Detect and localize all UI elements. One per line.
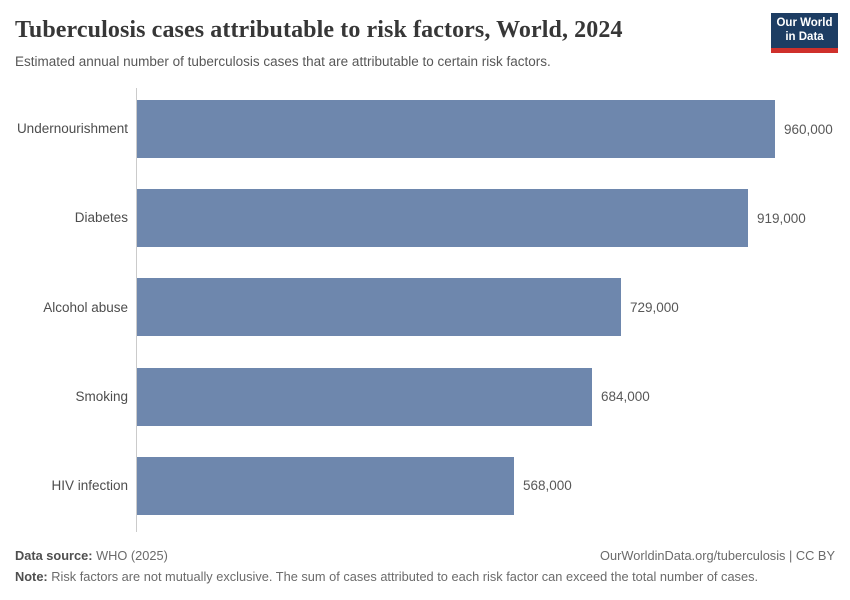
bar[interactable] <box>137 367 592 426</box>
bar[interactable] <box>137 456 514 515</box>
owid-logo-line1: Our World <box>776 17 833 30</box>
chart-header: Tuberculosis cases attributable to risk … <box>0 0 850 90</box>
bar[interactable] <box>137 278 621 337</box>
chart-footer: Data source: WHO (2025) OurWorldinData.o… <box>15 546 835 586</box>
bar-row: Undernourishment 960,000 <box>0 100 850 158</box>
attribution-link[interactable]: OurWorldinData.org/tuberculosis | CC BY <box>600 547 835 563</box>
title-block: Tuberculosis cases attributable to risk … <box>15 16 755 70</box>
value-label: 960,000 <box>784 121 833 137</box>
y-axis-line <box>136 88 137 532</box>
category-label: Smoking <box>75 388 128 404</box>
bar-chart-plot: Undernourishment 960,000 Diabetes 919,000 Al… <box>0 88 850 532</box>
category-label: Alcohol abuse <box>43 299 128 315</box>
owid-logo[interactable]: Our World in Data <box>771 13 838 53</box>
category-label: Undernourishment <box>16 121 128 137</box>
chart-title: Tuberculosis cases attributable to risk … <box>15 17 623 43</box>
bar-row: Diabetes 919,000 <box>0 189 850 248</box>
data-source-value: WHO (2025) <box>92 547 168 563</box>
note-value: Risk factors are not mutually exclusive.… <box>47 568 759 584</box>
owid-logo-line2: in Data <box>785 30 824 43</box>
category-label: Diabetes <box>74 210 128 226</box>
bar[interactable] <box>137 189 748 248</box>
note-line: Note: Risk factors are not mutually excl… <box>15 567 835 586</box>
data-source-label: Data source: <box>15 547 93 563</box>
value-label: 729,000 <box>630 299 679 315</box>
chart-subtitle: Estimated annual number of tuberculosis … <box>15 53 551 69</box>
value-label: 568,000 <box>523 478 572 494</box>
bar-row: Alcohol abuse 729,000 <box>0 278 850 337</box>
bar-row: Smoking 684,000 <box>0 367 850 426</box>
value-label: 919,000 <box>757 210 806 226</box>
bar[interactable] <box>137 100 775 158</box>
category-label: HIV infection <box>51 478 128 494</box>
bar-row: HIV infection 568,000 <box>0 456 850 515</box>
note-label: Note: <box>15 568 48 584</box>
value-label: 684,000 <box>601 389 650 405</box>
data-source-line: Data source: WHO (2025) <box>15 546 168 565</box>
